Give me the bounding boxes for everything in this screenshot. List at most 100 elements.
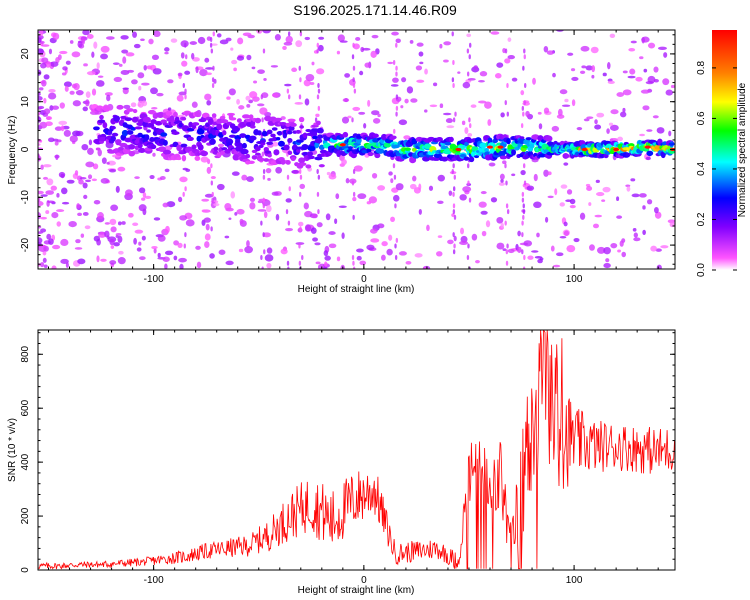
ridge-blob: [463, 156, 470, 161]
spectrum-blob: [415, 65, 423, 71]
spectrum-blob: [588, 202, 592, 206]
spectrum-blob: [118, 250, 124, 255]
y-tick-label: -20: [20, 237, 31, 252]
spectrum-blob: [100, 53, 108, 60]
spectrogram-x-label: Height of straight line (km): [298, 284, 415, 295]
spectrum-blob: [616, 92, 625, 97]
spectrum-streak: [352, 82, 356, 88]
spectrum-streak: [506, 209, 510, 215]
ridge-blob: [487, 137, 493, 143]
spectrum-blob: [291, 67, 298, 73]
spectrum-blob: [106, 161, 110, 165]
spectrum-blob: [162, 256, 170, 262]
spectrum-blob: [197, 36, 206, 45]
spectrum-blob: [569, 204, 576, 209]
spectrum-blob: [82, 106, 88, 112]
spectrum-streak: [452, 232, 455, 238]
spectrum-blob: [85, 161, 95, 168]
spectrum-blob: [475, 259, 480, 264]
spectrum-blob: [246, 54, 252, 61]
spectrum-streak: [286, 260, 290, 266]
spectrum-blob: [195, 245, 201, 250]
spectrum-blob: [639, 56, 644, 60]
spectrum-blob: [93, 199, 101, 205]
ridge-blob: [444, 141, 452, 146]
spectrum-blob: [404, 98, 409, 104]
spectrum-streak: [317, 209, 320, 215]
spectrum-blob: [100, 178, 110, 184]
spectrum-blob: [442, 59, 449, 63]
spectrum-blob: [74, 170, 79, 176]
spectrum-blob: [44, 121, 53, 127]
spectrum-streak: [504, 48, 508, 54]
spectrum-blob: [314, 242, 321, 246]
spectrum-blob: [334, 218, 338, 225]
ridge-blob: [124, 117, 133, 122]
spectrum-blob: [654, 211, 662, 219]
spectrum-blob: [650, 245, 657, 252]
spectrum-blob: [47, 200, 55, 204]
spectrum-blob: [312, 213, 318, 219]
ridge-blob: [241, 114, 251, 119]
spectrum-blob: [133, 43, 141, 49]
ridge-blob: [213, 146, 219, 152]
spectrum-blob: [361, 47, 371, 51]
spectrum-blob: [107, 160, 116, 166]
spectrum-streak: [523, 100, 526, 106]
ridge-blob: [207, 118, 214, 126]
spectrum-blob: [630, 178, 636, 182]
spectrum-blob: [507, 248, 515, 254]
ridge-blob: [239, 133, 247, 138]
ridge-blob: [287, 138, 293, 144]
spectrum-blob: [569, 198, 576, 205]
spectrum-blob: [228, 88, 236, 96]
spectrum-blob: [109, 218, 117, 226]
spectrum-blob: [40, 62, 47, 69]
spectrum-blob: [249, 202, 256, 210]
spectrum-streak: [466, 255, 470, 261]
spectrum-blob: [98, 231, 107, 238]
spectrum-blob: [43, 97, 47, 104]
spectrum-streak: [453, 174, 456, 180]
ridge-blob: [316, 120, 321, 126]
spectrum-blob: [619, 240, 624, 247]
spectrum-blob: [38, 92, 41, 96]
spectrum-blob: [133, 237, 137, 245]
spectrum-streak: [506, 82, 509, 88]
spectrum-blob: [185, 219, 195, 227]
spectrum-blob: [40, 194, 48, 197]
spectrum-blob: [412, 175, 417, 182]
spectrum-blob: [310, 227, 317, 234]
ridge-blob: [289, 122, 297, 128]
spectrum-blob: [117, 166, 126, 172]
spectrum-blob: [594, 119, 598, 125]
spectrum-blob: [446, 125, 455, 129]
spectrum-blob: [325, 213, 331, 221]
ridge-blob: [276, 131, 283, 135]
ridge-blob: [537, 153, 547, 158]
spectrum-blob: [326, 171, 331, 176]
spectrum-blob: [464, 127, 469, 134]
spectrum-blob: [51, 105, 60, 110]
spectrum-blob: [533, 173, 538, 182]
spectrum-streak: [521, 220, 524, 226]
spectrum-blob: [619, 111, 627, 118]
spectrum-blob: [324, 255, 331, 261]
spectrum-blob: [143, 64, 147, 71]
spectrum-streak: [468, 197, 472, 203]
y-tick-label: 200: [20, 507, 31, 524]
spectrum-blob: [39, 262, 45, 268]
spectrum-blob: [337, 34, 345, 42]
spectrum-blob: [312, 237, 318, 242]
spectrum-blob: [256, 103, 265, 107]
ridge-blob: [219, 115, 226, 120]
spectrum-blob: [602, 72, 607, 77]
spectrum-blob: [652, 115, 659, 119]
ridge-blob: [126, 130, 134, 135]
spectrum-blob: [315, 113, 320, 118]
spectrum-blob: [151, 245, 158, 250]
spectrum-blob: [42, 250, 47, 256]
spectrum-blob: [511, 77, 518, 82]
spectrum-blob: [358, 111, 366, 115]
